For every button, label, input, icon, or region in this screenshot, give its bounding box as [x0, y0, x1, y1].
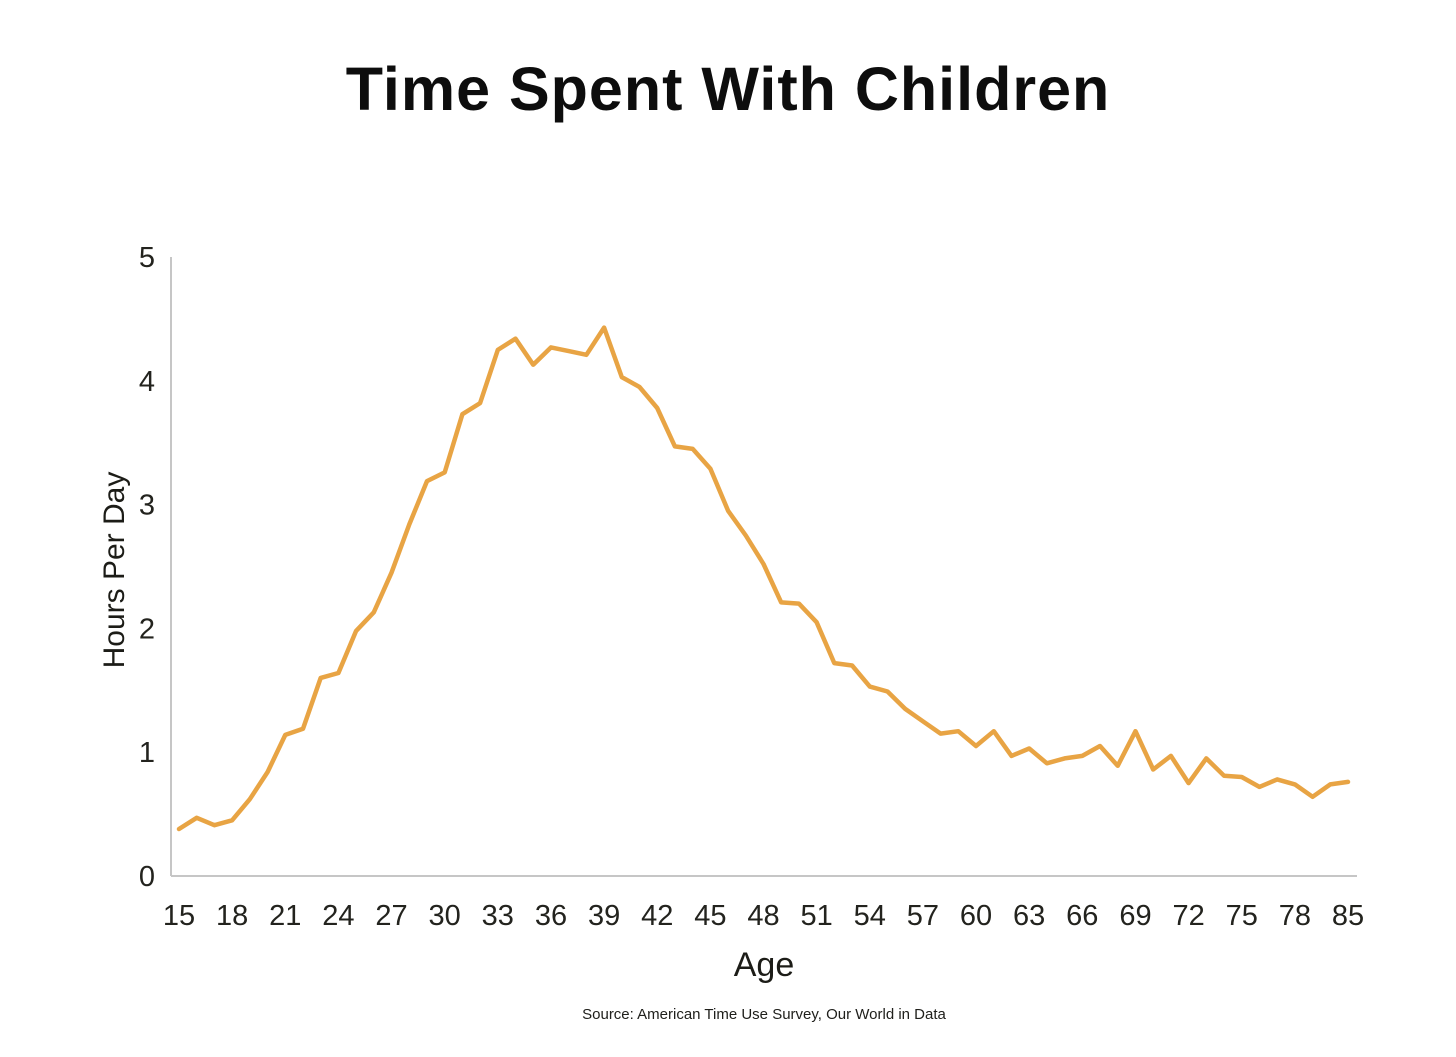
y-tick-label: 0	[139, 861, 155, 893]
x-tick-label: 45	[694, 900, 726, 932]
y-tick-label: 4	[139, 366, 155, 398]
x-tick-label: 72	[1172, 900, 1204, 932]
x-tick-label: 30	[429, 900, 461, 932]
source-note: Source: American Time Use Survey, Our Wo…	[582, 1006, 946, 1023]
x-tick-label: 66	[1066, 900, 1098, 932]
x-tick-label: 48	[747, 900, 779, 932]
x-tick-label: 75	[1226, 900, 1258, 932]
x-tick-label: 60	[960, 900, 992, 932]
x-tick-label: 51	[801, 900, 833, 932]
x-tick-label: 18	[216, 900, 248, 932]
y-tick-labels: 0 1 2 3 4 5	[139, 242, 155, 893]
x-tick-label: 57	[907, 900, 939, 932]
x-tick-label: 15	[163, 900, 195, 932]
y-tick-label: 5	[139, 242, 155, 274]
y-tick-label: 3	[139, 490, 155, 522]
x-tick-label: 54	[854, 900, 886, 932]
y-axis-title: Hours Per Day	[98, 471, 131, 669]
x-tick-label: 21	[269, 900, 301, 932]
x-tick-label: 36	[535, 900, 567, 932]
x-axis-title: Age	[733, 946, 795, 984]
y-tick-label: 1	[139, 737, 155, 769]
x-tick-label: 42	[641, 900, 673, 932]
x-tick-label: 78	[1279, 900, 1311, 932]
data-line	[176, 325, 1351, 832]
x-tick-label: 69	[1119, 900, 1151, 932]
x-tick-label: 63	[1013, 900, 1045, 932]
chart-title: Time Spent With Children	[345, 55, 1111, 123]
x-tick-label: 33	[482, 900, 514, 932]
x-tick-label: 39	[588, 900, 620, 932]
x-tick-labels: 15 18 21 24 27 30 33 36 39 42 45 48 51 54 57 60 63 66 69 72…	[163, 900, 1364, 932]
axes	[170, 257, 1357, 877]
x-tick-label: 27	[375, 900, 407, 932]
x-tick-label: 24	[322, 900, 354, 932]
x-tick-label: 85	[1332, 900, 1364, 932]
y-tick-label: 2	[139, 613, 155, 645]
